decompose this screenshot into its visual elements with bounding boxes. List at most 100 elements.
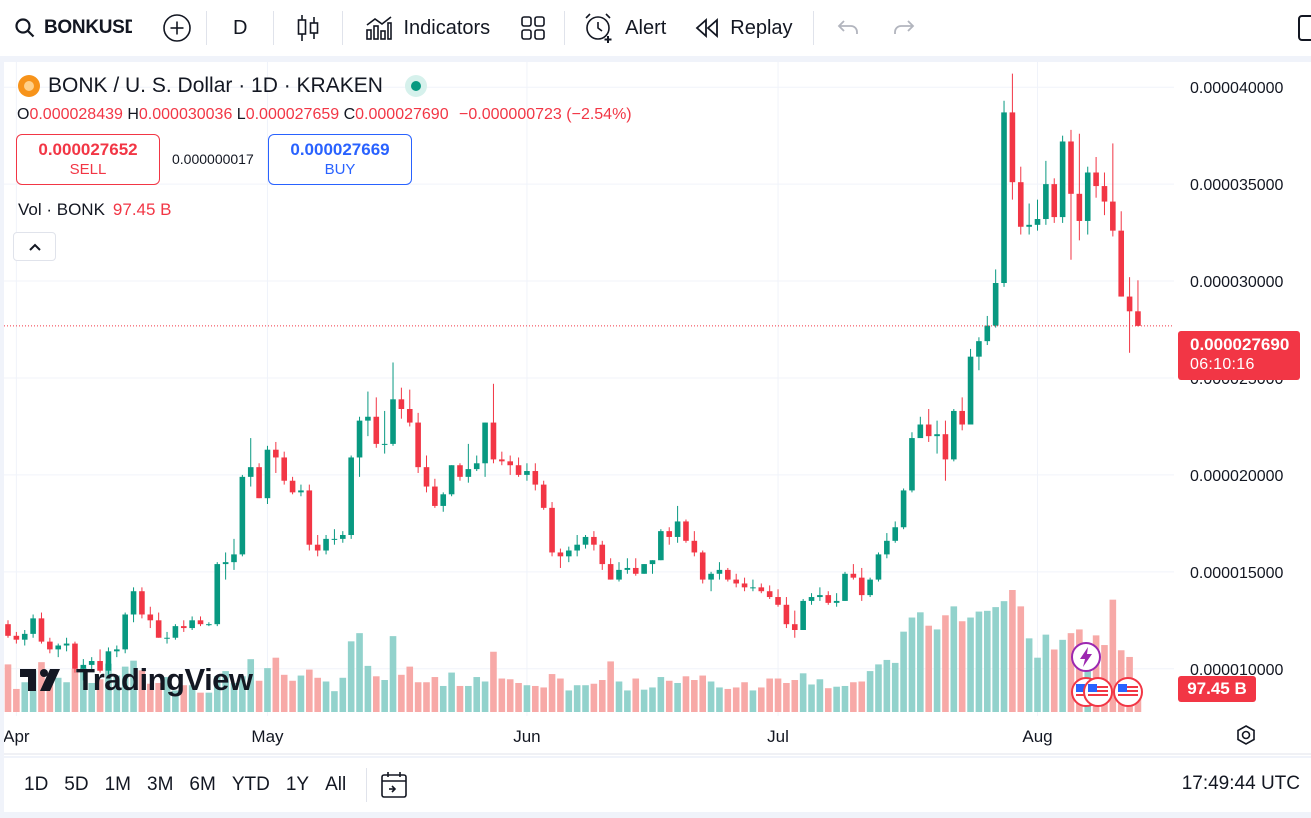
volume-bar	[640, 689, 648, 712]
candle-body	[1034, 219, 1041, 225]
range-button-1y[interactable]: 1Y	[285, 774, 310, 795]
candle-body	[976, 341, 982, 357]
candle-body	[1059, 141, 1066, 218]
volume-bar	[247, 659, 255, 712]
candle-body	[38, 618, 45, 642]
volume-bar	[356, 633, 363, 712]
volume-bar	[942, 615, 949, 712]
candle-body	[649, 560, 656, 565]
candle-body	[323, 538, 329, 551]
range-button-1d[interactable]: 1D	[24, 774, 49, 795]
sell-price: 0.000027652	[38, 140, 138, 159]
candle-body	[172, 626, 179, 638]
tradingview-logo[interactable]: TradingView	[20, 662, 253, 698]
volume-bar	[950, 606, 958, 712]
volume-bar	[4, 664, 12, 712]
logo-text: TradingView	[76, 662, 253, 697]
tradingview-logo-icon	[20, 669, 60, 691]
volume-bar	[875, 664, 882, 712]
candle-body	[524, 471, 530, 475]
undo-button[interactable]	[814, 0, 880, 56]
symbol-legend-title[interactable]: BONK / U. S. Dollar · 1D · KRAKEN	[18, 74, 427, 98]
volume-bar	[758, 687, 765, 712]
fullscreen-button[interactable]	[1298, 15, 1311, 41]
price-tick-label: 0.000010000	[1190, 662, 1284, 679]
candle-body	[1017, 182, 1024, 227]
candle-body	[180, 626, 187, 629]
volume-bar	[88, 682, 95, 712]
chart-panel[interactable]: 0.000040000 0.000035000 0.000030000 0.00002…	[4, 62, 1311, 756]
settings-icon[interactable]	[1235, 724, 1257, 746]
volume-legend[interactable]: Vol · BONK 97.45 B	[18, 200, 172, 220]
indicators-button[interactable]: Indicators	[343, 0, 502, 56]
candle-body	[867, 579, 873, 596]
volume-bar	[163, 677, 171, 712]
volume-bar	[423, 682, 430, 712]
candle-body	[959, 410, 965, 425]
range-button-5d[interactable]: 5D	[64, 774, 89, 795]
high-value: 0.000030036	[138, 106, 233, 123]
symbol-search-button[interactable]: BONKUSD	[0, 0, 150, 56]
chart-type-button[interactable]	[274, 0, 342, 56]
candle-body	[63, 643, 70, 646]
volume-bar	[649, 687, 656, 712]
collapse-legend-button[interactable]	[13, 232, 56, 261]
volume-bar	[197, 692, 204, 712]
candle-body	[55, 645, 62, 650]
volume-bar	[808, 684, 815, 712]
candle-body	[992, 282, 999, 326]
volume-bar	[515, 682, 522, 712]
candle-body	[1084, 172, 1091, 221]
candle-body	[373, 416, 380, 444]
range-button-6m[interactable]: 6M	[189, 774, 216, 795]
replay-button[interactable]: Replay	[678, 0, 812, 56]
candle-body	[273, 449, 279, 458]
candle-body	[114, 649, 120, 652]
volume-bar	[96, 679, 104, 712]
range-button-ytd[interactable]: YTD	[231, 774, 270, 795]
volume-bar	[456, 685, 464, 712]
us-flag-event-icon[interactable]	[1112, 676, 1144, 708]
indicators-icon	[366, 16, 393, 40]
volume-bar	[439, 685, 447, 712]
volume-bar	[624, 690, 631, 712]
sell-button[interactable]: 0.000027652 SELL	[16, 134, 160, 185]
interval-label: D	[233, 16, 248, 39]
candle-body	[775, 597, 781, 605]
candle-body	[892, 527, 899, 541]
volume-bar	[1109, 599, 1117, 712]
compare-symbol-button[interactable]	[150, 0, 206, 56]
go-to-date-icon[interactable]	[379, 770, 409, 800]
volume-bar	[833, 686, 840, 712]
range-button-3m[interactable]: 3M	[147, 774, 174, 795]
us-flag-event-icon[interactable]	[1082, 676, 1114, 708]
volume-bar	[1059, 639, 1066, 712]
volume-bar	[213, 676, 221, 712]
layouts-button[interactable]	[502, 0, 564, 56]
candle-body	[632, 567, 639, 574]
volume-bar	[448, 672, 455, 712]
earnings-flash-icon[interactable]	[1070, 641, 1102, 673]
redo-button[interactable]	[880, 0, 928, 56]
buy-price: 0.000027669	[290, 140, 390, 159]
volume-legend-value: 97.45 B	[112, 200, 172, 219]
range-button-1m[interactable]: 1M	[104, 774, 131, 795]
volume-bar	[138, 670, 146, 712]
volume-bar	[590, 683, 598, 712]
range-button-all[interactable]: All	[325, 774, 347, 795]
utc-clock[interactable]: 17:49:44 UTC	[1181, 773, 1300, 794]
volume-bar	[146, 683, 154, 712]
candle-body	[281, 457, 288, 481]
alarm-clock-icon	[585, 13, 612, 43]
candle-body	[750, 587, 756, 589]
chart-canvas[interactable]: 0.000040000 0.000035000 0.000030000 0.00002…	[4, 62, 1311, 756]
volume-bar	[498, 678, 506, 712]
volume-bar	[540, 687, 547, 712]
alert-button[interactable]: Alert	[565, 0, 678, 56]
interval-button[interactable]: D	[207, 0, 273, 56]
candles	[5, 73, 1141, 681]
candles-icon	[298, 15, 319, 41]
bonk-coin-icon	[18, 75, 40, 97]
buy-button[interactable]: 0.000027669 BUY	[268, 134, 412, 185]
volume-bar	[339, 677, 347, 712]
